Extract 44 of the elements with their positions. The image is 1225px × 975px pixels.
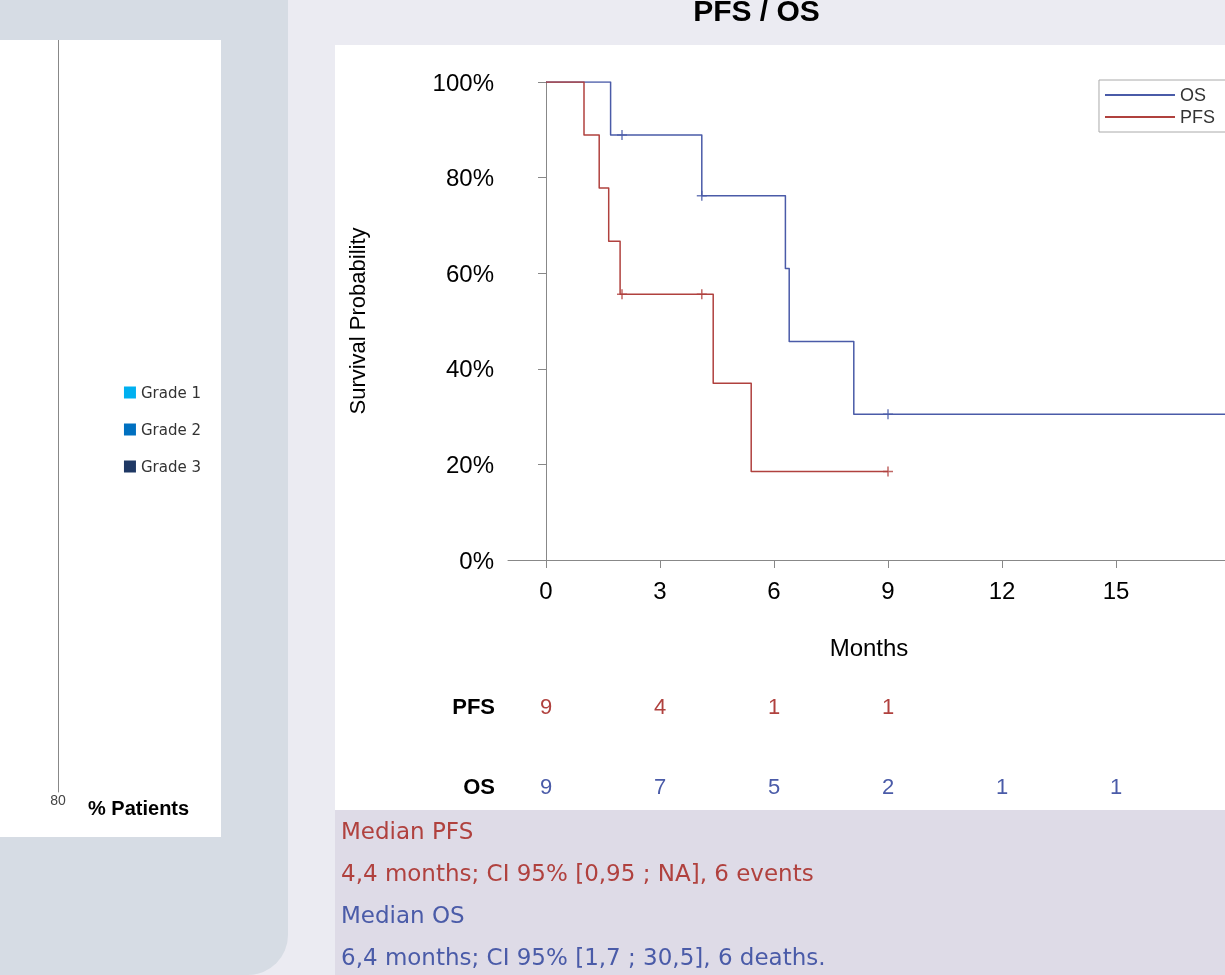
text: 4,4 months; CI 95% [0,95 ; NA], 6 events — [341, 859, 815, 888]
chart-title: PFS / OS — [692, 0, 821, 28]
text: 1 — [1108, 774, 1124, 800]
point — [882, 408, 894, 420]
text: 1 — [766, 694, 782, 720]
text: PFS — [452, 694, 495, 720]
point — [616, 288, 628, 300]
x-axis-title: Months — [829, 633, 909, 661]
x-tick-label: 15 — [1102, 576, 1130, 604]
point — [696, 190, 708, 202]
x-tick-label: 3 — [653, 576, 667, 604]
legend-label: Grade 3 — [140, 457, 201, 476]
legend-label: PFS — [1179, 107, 1216, 127]
text: OS — [463, 774, 495, 800]
y-tick-label: 80% — [445, 164, 494, 192]
text: Median PFS — [341, 817, 475, 846]
text: 9 — [538, 774, 554, 800]
y-tick-label: 0% — [459, 546, 494, 574]
x-tick-label: 12 — [988, 576, 1016, 604]
y-tick-label: 40% — [445, 355, 494, 383]
text: 1 — [994, 774, 1010, 800]
y-tick-label: 100% — [432, 68, 494, 96]
text: 6,4 months; CI 95% [1,7 ; 30,5], 6 deaths. — [341, 943, 827, 972]
x-tick-label: 9 — [881, 576, 895, 604]
legend-label: Grade 2 — [140, 420, 201, 439]
text: 4 — [652, 694, 668, 720]
text: 2 — [880, 774, 896, 800]
text: 7 — [652, 774, 668, 800]
text: 9 — [538, 694, 554, 720]
y-axis-title: Survival Probability — [344, 227, 370, 415]
text: Median OS — [341, 901, 466, 930]
x-tick-label: 0 — [539, 576, 553, 604]
y-tick-label: 20% — [445, 450, 494, 478]
point — [882, 465, 894, 478]
text: 80 — [50, 792, 66, 808]
y-tick-label: 60% — [445, 259, 494, 287]
x-tick-label: 6 — [767, 576, 781, 604]
text: 1 — [880, 694, 896, 720]
point — [616, 129, 628, 141]
text: 5 — [766, 774, 782, 800]
text: % Patients — [88, 797, 190, 819]
legend-label: Grade 1 — [140, 383, 201, 402]
point — [696, 288, 708, 300]
legend-label: OS — [1179, 85, 1207, 105]
